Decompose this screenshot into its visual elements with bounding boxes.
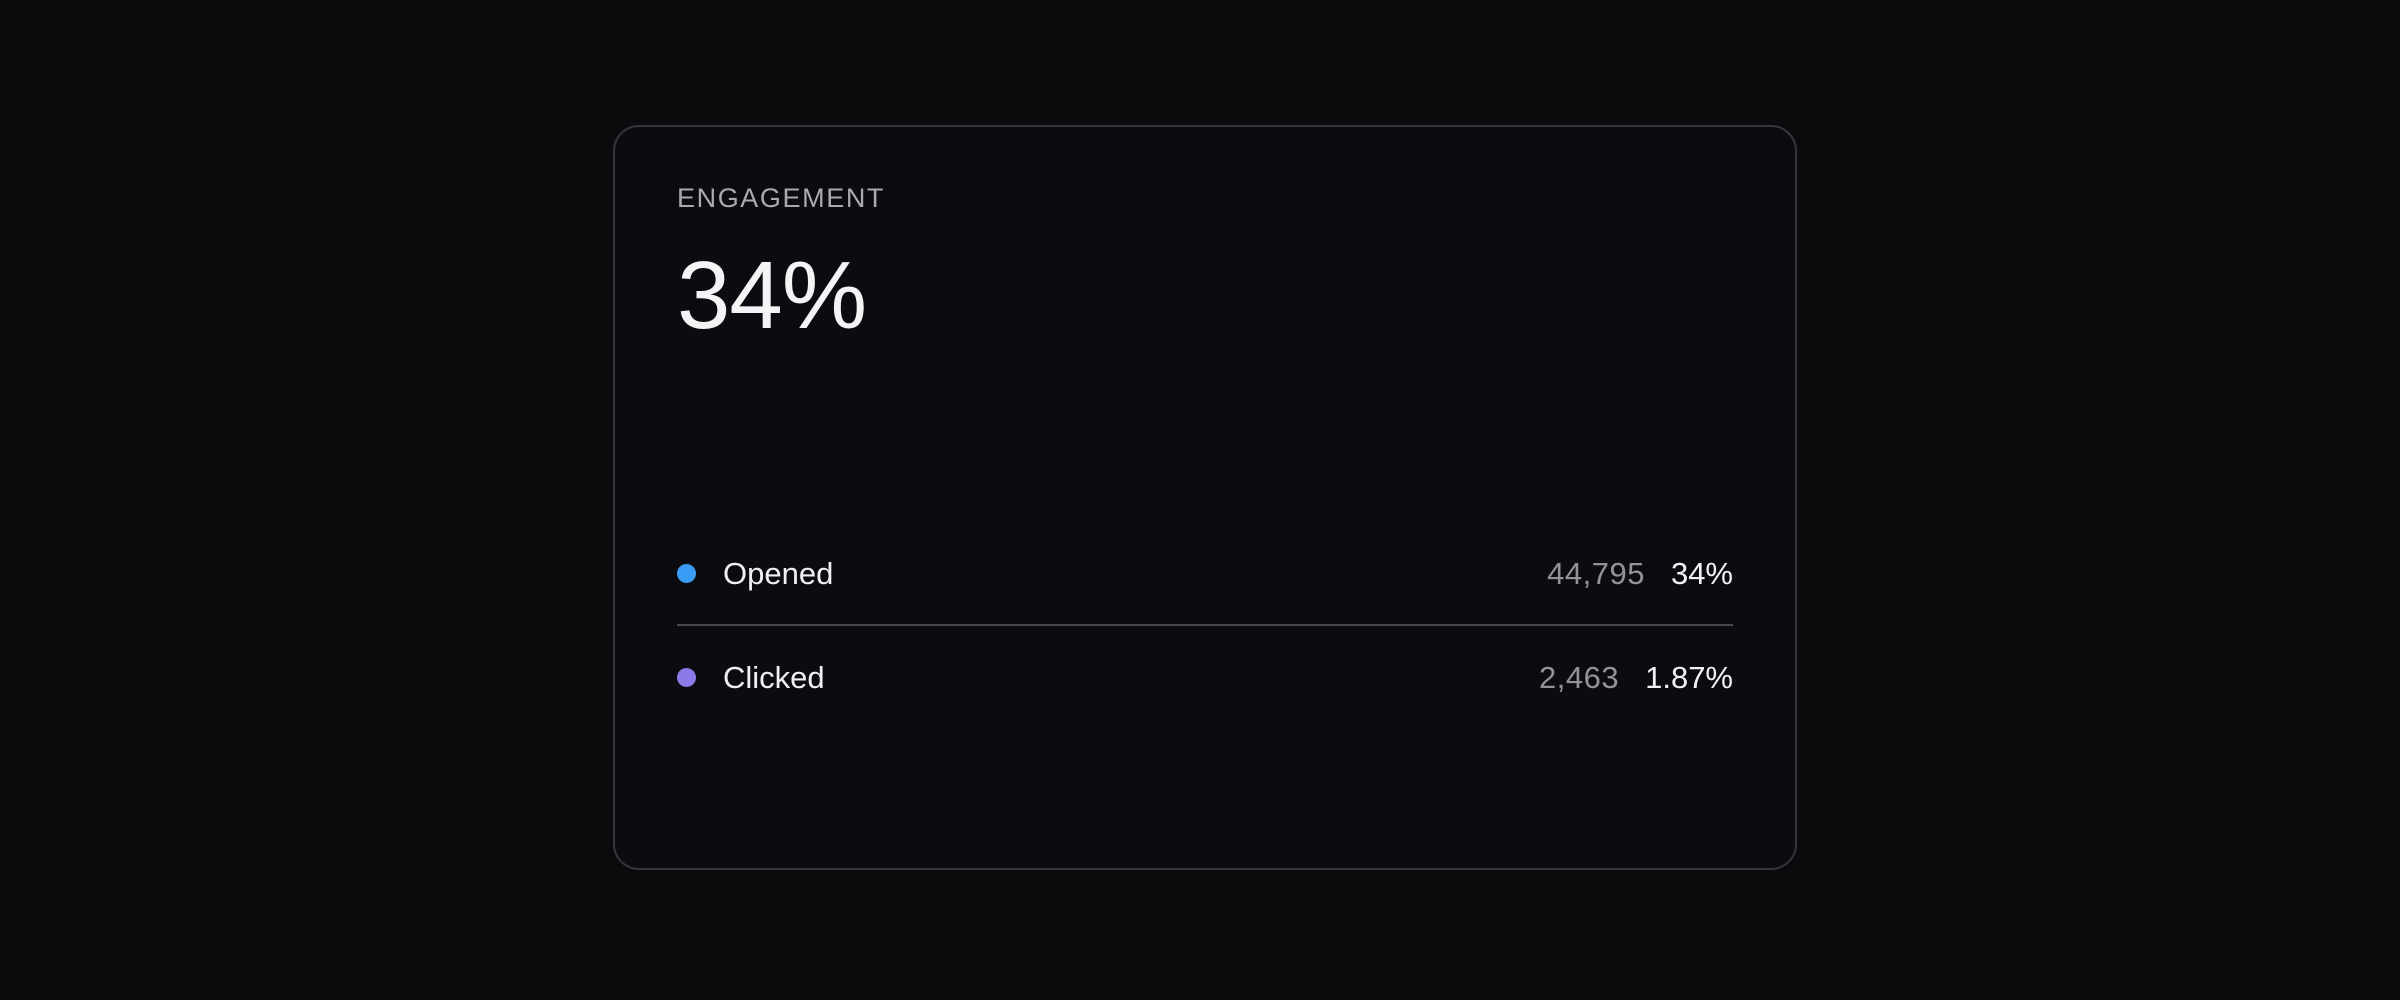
breakdown-row-clicked-right: 2,463 1.87%: [1539, 662, 1733, 693]
card-eyebrow-label: ENGAGEMENT: [677, 183, 886, 213]
breakdown-count-clicked: 2,463: [1539, 659, 1620, 695]
breakdown-label-clicked: Clicked: [723, 659, 825, 695]
legend-dot-icon-opened: [677, 563, 696, 583]
breakdown-percent-opened: 34%: [1670, 555, 1733, 591]
engagement-headline-value: 34%: [677, 242, 867, 349]
breakdown-row-clicked[interactable]: Clicked 2,463 1.87%: [677, 626, 1733, 728]
breakdown-row-clicked-left: Clicked: [677, 662, 1539, 693]
breakdown-percent-clicked: 1.87%: [1645, 659, 1733, 695]
engagement-breakdown-list: Opened 44,795 34% Clicked 2,463 1.87%: [677, 522, 1733, 728]
breakdown-row-opened-left: Opened: [677, 558, 1547, 589]
breakdown-divider: [677, 624, 1733, 626]
breakdown-label-opened: Opened: [723, 555, 834, 591]
breakdown-row-opened[interactable]: Opened 44,795 34%: [677, 522, 1733, 624]
breakdown-count-opened: 44,795: [1547, 555, 1645, 591]
engagement-metric-card: ENGAGEMENT 34% Opened 44,795 34% Clicked: [613, 125, 1797, 870]
breakdown-row-opened-right: 44,795 34%: [1547, 558, 1733, 589]
legend-dot-icon-clicked: [677, 667, 696, 687]
